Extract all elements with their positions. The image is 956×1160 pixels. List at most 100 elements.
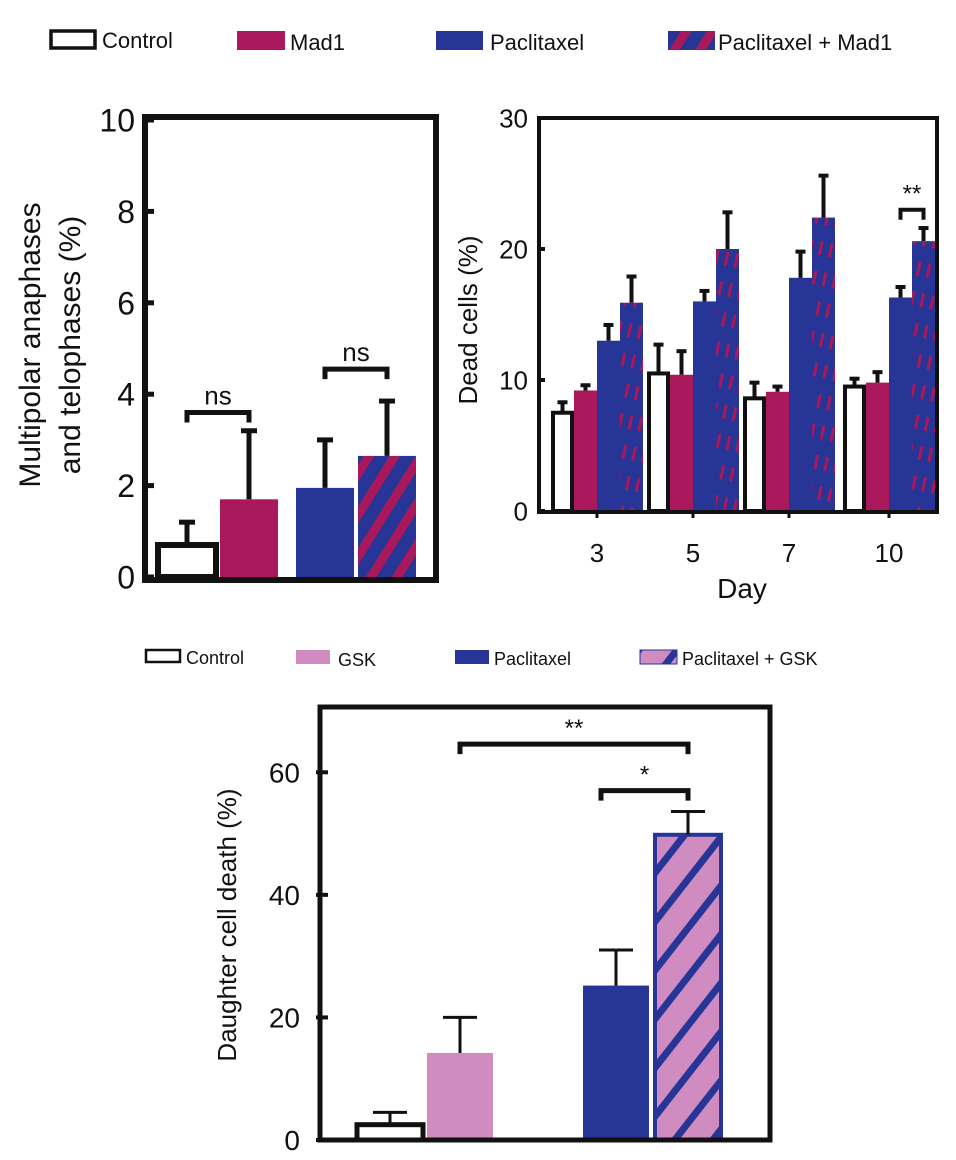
legend-label-paclitaxel-mad1: Paclitaxel + Mad1 [718, 30, 892, 55]
legend-b-item-paclitaxel: Paclitaxel [455, 649, 571, 669]
panel-a-y-axis: 0 2 4 6 8 10 [99, 103, 154, 596]
legend-b-label-paclitaxel-gsk: Paclitaxel + GSK [682, 649, 818, 669]
legend-b-swatch-paclitaxel-gsk [639, 649, 678, 665]
bar-paclitaxel [296, 487, 354, 577]
significance-bracket-0-label: ns [204, 380, 231, 410]
panel-a-y-tick-label-0: 0 [117, 560, 135, 596]
bar-day-7-control [743, 396, 766, 513]
panel-b-x-tick-label-0: 3 [590, 538, 604, 568]
legend-item-paclitaxel: Paclitaxel [436, 30, 584, 55]
legend-swatch-paclitaxel-mad1 [668, 31, 715, 50]
panel-b-y-tick-label-3: 30 [499, 103, 528, 133]
legend-b-label-control: Control [186, 648, 244, 668]
panel-c-y-tick-label-0: 0 [284, 1125, 300, 1156]
significance-bracket-c-0 [457, 741, 691, 755]
bar-day-7-paclitaxel-mad1 [812, 217, 835, 511]
legend-item-paclitaxel-mad1: Paclitaxel + Mad1 [668, 30, 892, 55]
panel-c-y-tick-label-2: 40 [269, 880, 300, 911]
significance-bracket-c-0-label: ** [565, 715, 584, 742]
panel-c-y-tick-label-3: 60 [269, 757, 300, 788]
panel-a-frame [142, 114, 439, 583]
significance-bracket-1 [322, 366, 390, 380]
bar-day-3-paclitaxel-mad1 [620, 302, 643, 511]
legend-item-mad1: Mad1 [237, 30, 345, 55]
chart-panel-a: ns ns 0 2 4 6 8 10 Multipolar anaphases and te… [14, 103, 439, 596]
panel-b-y-tick-label-2: 20 [499, 234, 528, 264]
panel-c-errors [373, 810, 705, 1125]
bar-mad1 [220, 499, 278, 577]
significance-bracket-1-label: ns [342, 337, 369, 367]
panel-a-y-axis-label-line2: and telophases (%) [54, 216, 87, 475]
legend-b-swatch-paclitaxel [455, 650, 489, 664]
panel-c-y-tick-label-1: 20 [269, 1003, 300, 1034]
panel-b-y-tick-label-0: 0 [514, 496, 528, 526]
panel-a-y-tick-label-5: 10 [99, 103, 135, 139]
legend-swatch-control [49, 29, 97, 50]
legend-swatch-paclitaxel [436, 31, 483, 50]
bar-day-3-control [551, 410, 574, 513]
legend-label-mad1: Mad1 [290, 30, 345, 55]
legend-b-swatch-gsk [296, 650, 330, 664]
legend-b-swatch-control [144, 648, 182, 664]
panel-a-errors [179, 398, 395, 546]
bar-day-10-control [843, 384, 866, 513]
panel-b-x-axis-label: Day [717, 573, 767, 604]
panel-c-bars [354, 832, 723, 1143]
bar-day-5-control [647, 371, 670, 514]
panel-b-x-axis: 3 5 7 10 [590, 511, 904, 568]
panel-b-x-tick-label-3: 10 [875, 538, 904, 568]
bar-day-5-paclitaxel [693, 301, 716, 511]
significance-bracket-b-0 [898, 207, 926, 220]
significance-bracket-b-0-label: ** [903, 181, 922, 208]
significance-bracket-c-1-label: * [640, 762, 649, 789]
panel-c-frame [317, 704, 773, 1143]
legend-b-item-paclitaxel-gsk: Paclitaxel + GSK [639, 649, 818, 669]
panel-b-x-tick-label-1: 5 [686, 538, 700, 568]
bar-paclitaxel-mad1 [358, 455, 416, 577]
bar-day-5-mad1 [670, 374, 693, 511]
legend-label-control: Control [102, 28, 173, 53]
panel-a-y-tick-label-3: 6 [117, 285, 135, 321]
panel-a-bars [155, 455, 416, 581]
bar-day-3-mad1 [574, 390, 597, 511]
chart-panel-b: ** 0 10 20 30 3 5 7 10 Dead cells (%) Day [453, 103, 939, 604]
legend-swatch-mad1 [237, 31, 285, 50]
legend-item-control: Control [49, 28, 173, 53]
panel-c-y-axis: 0 20 40 60 [269, 757, 328, 1156]
bar-paclitaxel [583, 985, 649, 1140]
bar-control [155, 542, 219, 581]
panel-b-bars [551, 217, 935, 514]
bar-day-10-paclitaxel-mad1 [912, 241, 935, 511]
significance-bracket-c-1 [598, 788, 691, 801]
bar-day-10-mad1 [866, 382, 889, 511]
panel-b-x-tick-label-2: 7 [782, 538, 796, 568]
panel-b-y-axis-label: Dead cells (%) [453, 235, 483, 404]
panel-c-annotations: *** [457, 715, 691, 801]
panel-a-y-tick-label-1: 2 [117, 468, 135, 504]
panel-b-frame [537, 116, 939, 514]
bar-day-5-paclitaxel-mad1 [716, 249, 739, 511]
legend-bottom: Control GSK Paclitaxel Paclitaxel + GSK [144, 648, 818, 670]
panel-b-y-tick-label-1: 10 [499, 365, 528, 395]
bar-paclitaxel-gsk [653, 832, 723, 1142]
panel-b-errors [557, 173, 929, 413]
panel-a-y-tick-label-2: 4 [117, 377, 135, 413]
bar-gsk [427, 1052, 493, 1140]
legend-b-item-control: Control [144, 648, 244, 668]
bar-day-10-paclitaxel [889, 297, 912, 511]
legend-b-label-paclitaxel: Paclitaxel [494, 649, 571, 669]
bar-day-3-paclitaxel [597, 340, 620, 511]
legend-b-item-gsk: GSK [296, 650, 376, 670]
bar-day-7-paclitaxel [789, 277, 812, 511]
significance-bracket-0 [184, 409, 252, 423]
bar-day-7-mad1 [766, 391, 789, 511]
legend-label-paclitaxel: Paclitaxel [490, 30, 584, 55]
panel-a-annotations: ns ns [184, 337, 390, 423]
panel-a-y-tick-label-4: 8 [117, 194, 135, 230]
panel-a-y-axis-label-line1: Multipolar anaphases [14, 202, 47, 487]
panel-c-y-axis-label: Daughter cell death (%) [212, 788, 242, 1061]
panel-b-annotations: ** [898, 181, 926, 220]
legend-b-label-gsk: GSK [338, 650, 376, 670]
